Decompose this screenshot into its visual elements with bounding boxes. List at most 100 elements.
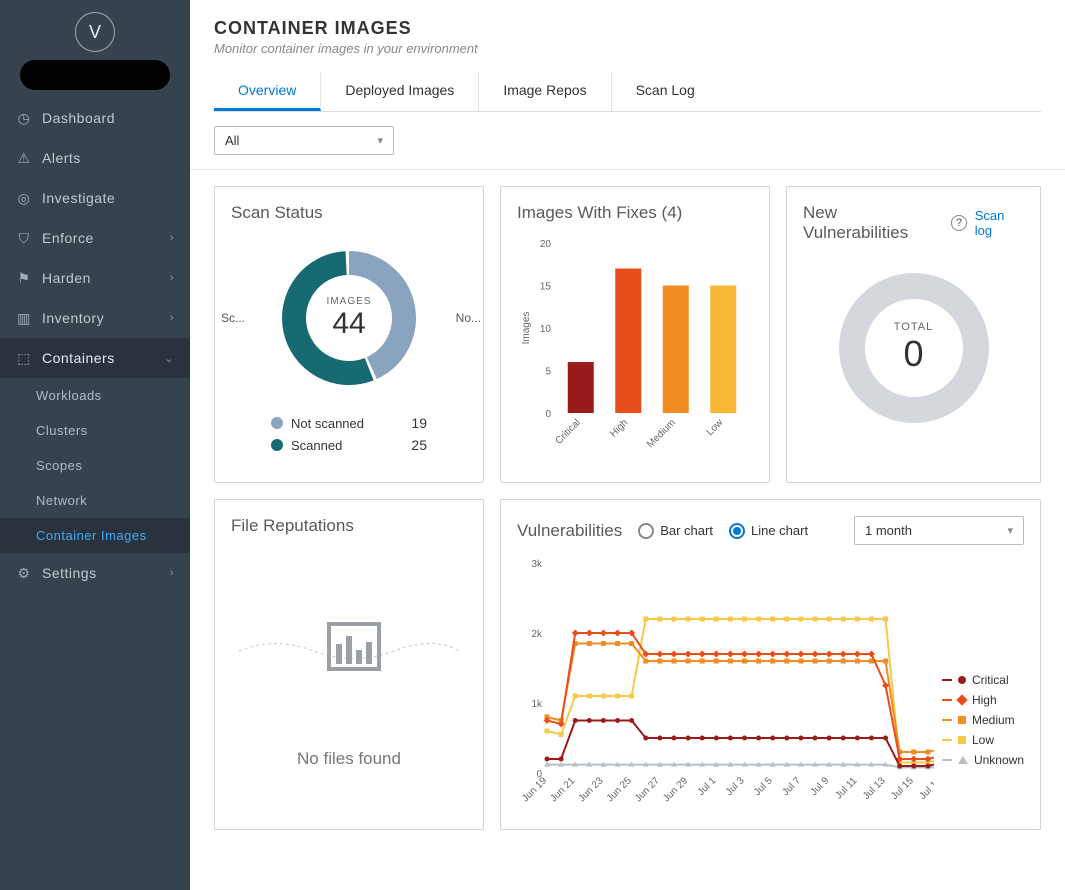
chevron-right-icon: › [170, 272, 174, 284]
svg-text:Critical: Critical [553, 417, 582, 446]
file-rep-title: File Reputations [231, 516, 467, 536]
scan-status-title: Scan Status [231, 203, 467, 223]
page-subtitle: Monitor container images in your environ… [214, 41, 1041, 56]
radio-bar-chart[interactable]: Bar chart [638, 523, 713, 539]
vuln-legend: Critical High Medium Low Unknown [942, 553, 1024, 813]
chevron-down-icon: ⌄ [164, 352, 174, 365]
svg-text:Jul 7: Jul 7 [780, 775, 803, 798]
tab-image-repos[interactable]: Image Repos [479, 72, 611, 111]
sidebar: V ◷Dashboard⚠Alerts◎Investigate⛉Enforce›… [0, 0, 190, 890]
sidebar-item-alerts[interactable]: ⚠Alerts [0, 138, 190, 178]
legend-not-scanned: Not scanned 19 [271, 415, 467, 431]
legend-scanned: Scanned 25 [271, 437, 467, 453]
svg-text:Jun 23: Jun 23 [577, 775, 606, 804]
tab-scan-log[interactable]: Scan Log [612, 72, 719, 111]
svg-text:Jun 29: Jun 29 [661, 775, 690, 804]
legend-high: High [942, 693, 1024, 707]
svg-text:0: 0 [545, 409, 551, 420]
svg-text:2k: 2k [531, 629, 543, 640]
fixes-title: Images With Fixes (4) [517, 203, 753, 223]
filter-select[interactable]: All ▾ [214, 126, 394, 155]
sidebar-sub-scopes[interactable]: Scopes [0, 448, 190, 483]
svg-text:Jul 11: Jul 11 [833, 775, 859, 801]
legend-critical: Critical [942, 673, 1024, 687]
filter-value: All [225, 133, 239, 148]
chevron-down-icon: ▾ [1007, 524, 1013, 537]
sidebar-item-settings[interactable]: ⚙Settings› [0, 553, 190, 593]
shield-icon: ⛉ [16, 230, 32, 246]
tab-deployed-images[interactable]: Deployed Images [321, 72, 479, 111]
sidebar-sub-container-images[interactable]: Container Images [0, 518, 190, 553]
flag-icon: ⚑ [16, 270, 32, 286]
svg-text:Jul 13: Jul 13 [861, 775, 888, 802]
svg-text:Medium: Medium [645, 417, 678, 450]
svg-text:3k: 3k [531, 559, 543, 570]
svg-text:Jul 5: Jul 5 [752, 775, 775, 798]
gauge-icon: ◷ [16, 110, 32, 126]
svg-text:5: 5 [545, 367, 551, 378]
svg-text:Jul 17: Jul 17 [917, 775, 933, 802]
new-vuln-center-label: TOTAL [894, 321, 933, 333]
sidebar-item-dashboard[interactable]: ◷Dashboard [0, 98, 190, 138]
donut-center-label: IMAGES [327, 296, 372, 307]
new-vuln-card: New Vulnerabilities ? Scan log TOTAL 0 [786, 186, 1041, 483]
help-icon[interactable]: ? [951, 215, 967, 231]
donut-label-scanned: Sc... [221, 311, 245, 325]
sidebar-item-inventory[interactable]: ▥Inventory› [0, 298, 190, 338]
svg-text:Jun 25: Jun 25 [605, 775, 634, 804]
sidebar-item-investigate[interactable]: ◎Investigate [0, 178, 190, 218]
svg-text:Jul 1: Jul 1 [696, 775, 719, 798]
stack-icon: ▥ [16, 310, 32, 326]
file-rep-card: File Reputations No files found [214, 499, 484, 830]
svg-text:Jun 21: Jun 21 [548, 775, 577, 804]
legend-low: Low [942, 733, 1024, 747]
svg-text:15: 15 [540, 282, 552, 293]
org-pill[interactable] [20, 60, 170, 90]
legend-unknown: Unknown [942, 753, 1024, 767]
sidebar-item-containers[interactable]: ⬚Containers⌄ [0, 338, 190, 378]
svg-text:10: 10 [540, 324, 552, 335]
svg-text:Jun 27: Jun 27 [633, 775, 662, 804]
gear-icon: ⚙ [16, 565, 32, 581]
svg-text:20: 20 [540, 239, 552, 250]
chevron-right-icon: › [170, 312, 174, 324]
page-title: CONTAINER IMAGES [214, 18, 1041, 39]
sidebar-item-enforce[interactable]: ⛉Enforce› [0, 218, 190, 258]
file-rep-message: No files found [231, 749, 467, 769]
vuln-line-chart: 01k2k3kJun 19Jun 21Jun 23Jun 25Jun 27Jun… [517, 553, 934, 813]
legend-medium: Medium [942, 713, 1024, 727]
tab-overview[interactable]: Overview [214, 72, 321, 111]
chevron-right-icon: › [170, 567, 174, 579]
chevron-down-icon: ▾ [377, 134, 383, 147]
sidebar-sub-workloads[interactable]: Workloads [0, 378, 190, 413]
vuln-card: Vulnerabilities Bar chart Line chart 1 m… [500, 499, 1041, 830]
file-rep-placeholder-icon [234, 606, 464, 696]
cube-icon: ⬚ [16, 350, 32, 366]
svg-text:High: High [608, 417, 630, 439]
svg-text:Jul 9: Jul 9 [809, 775, 832, 798]
svg-text:1k: 1k [531, 699, 543, 710]
donut-label-notscanned: No... [456, 311, 481, 325]
new-vuln-title: New Vulnerabilities [803, 203, 943, 243]
radio-line-chart[interactable]: Line chart [729, 523, 808, 539]
scan-log-link[interactable]: Scan log [975, 208, 1024, 238]
svg-text:Low: Low [705, 417, 726, 438]
svg-text:Jun 19: Jun 19 [520, 775, 549, 804]
scan-status-card: Scan Status IMAGES 44 Sc... No... [214, 186, 484, 483]
period-select[interactable]: 1 month ▾ [854, 516, 1024, 545]
avatar[interactable]: V [75, 12, 115, 52]
target-icon: ◎ [16, 190, 32, 206]
tabs: OverviewDeployed ImagesImage ReposScan L… [214, 72, 1041, 112]
fixes-bar-chart: 0 5 10 15 20 Images Critical High Medium Low [517, 233, 757, 463]
vuln-title: Vulnerabilities [517, 521, 622, 541]
donut-center-value: 44 [327, 307, 372, 341]
new-vuln-center-value: 0 [894, 333, 933, 375]
sidebar-item-harden[interactable]: ⚑Harden› [0, 258, 190, 298]
svg-text:Jul 15: Jul 15 [889, 775, 916, 802]
sidebar-sub-network[interactable]: Network [0, 483, 190, 518]
chevron-right-icon: › [170, 232, 174, 244]
sidebar-sub-clusters[interactable]: Clusters [0, 413, 190, 448]
fixes-card: Images With Fixes (4) 0 5 10 15 20 Images Crit… [500, 186, 770, 483]
page-header: CONTAINER IMAGES Monitor container image… [190, 0, 1065, 112]
svg-text:Images: Images [521, 312, 532, 345]
